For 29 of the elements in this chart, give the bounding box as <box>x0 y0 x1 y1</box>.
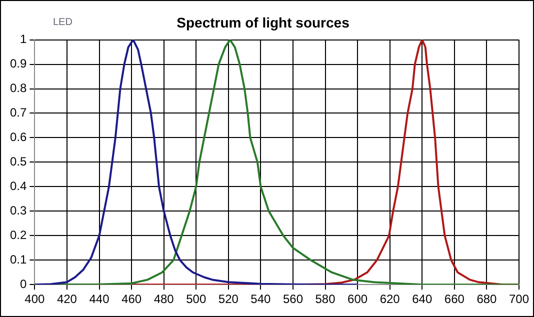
x-tick-label: 640 <box>412 292 432 306</box>
x-tick-label: 540 <box>250 292 272 306</box>
y-tick-label: 0.7 <box>10 106 27 120</box>
x-tick-label: 500 <box>186 292 206 306</box>
x-tick-label: 480 <box>154 292 174 306</box>
chart-title: Spectrum of light sources <box>176 14 350 30</box>
x-tick-label: 560 <box>282 292 304 306</box>
x-tick-label: 600 <box>348 292 368 306</box>
x-tick-label: 520 <box>218 292 239 306</box>
x-tick-label: 460 <box>122 292 142 306</box>
y-tick-label: 0.2 <box>10 228 27 242</box>
x-tick-label: 580 <box>315 292 336 306</box>
x-tick-label: 620 <box>380 292 400 306</box>
x-tick-label: 700 <box>508 292 530 306</box>
x-tick-label: 440 <box>89 292 110 306</box>
y-tick-label: 0.3 <box>10 203 27 218</box>
x-tick-label: 660 <box>444 292 465 306</box>
y-tick-label: 0.8 <box>10 81 27 96</box>
y-tick-label: 0.5 <box>10 154 27 169</box>
x-tick-label: 400 <box>24 292 46 306</box>
y-tick-label: 0.1 <box>10 252 27 266</box>
x-tick-label: 680 <box>476 292 498 306</box>
y-tick-label: 0.6 <box>10 130 27 144</box>
y-tick-label: 1 <box>20 32 27 46</box>
y-tick-label: 0.4 <box>10 178 27 193</box>
y-tick-label: 0.9 <box>10 56 27 71</box>
text: LED <box>53 17 72 28</box>
y-tick-label: 0 <box>20 276 27 291</box>
x-tick-label: 420 <box>56 292 78 306</box>
